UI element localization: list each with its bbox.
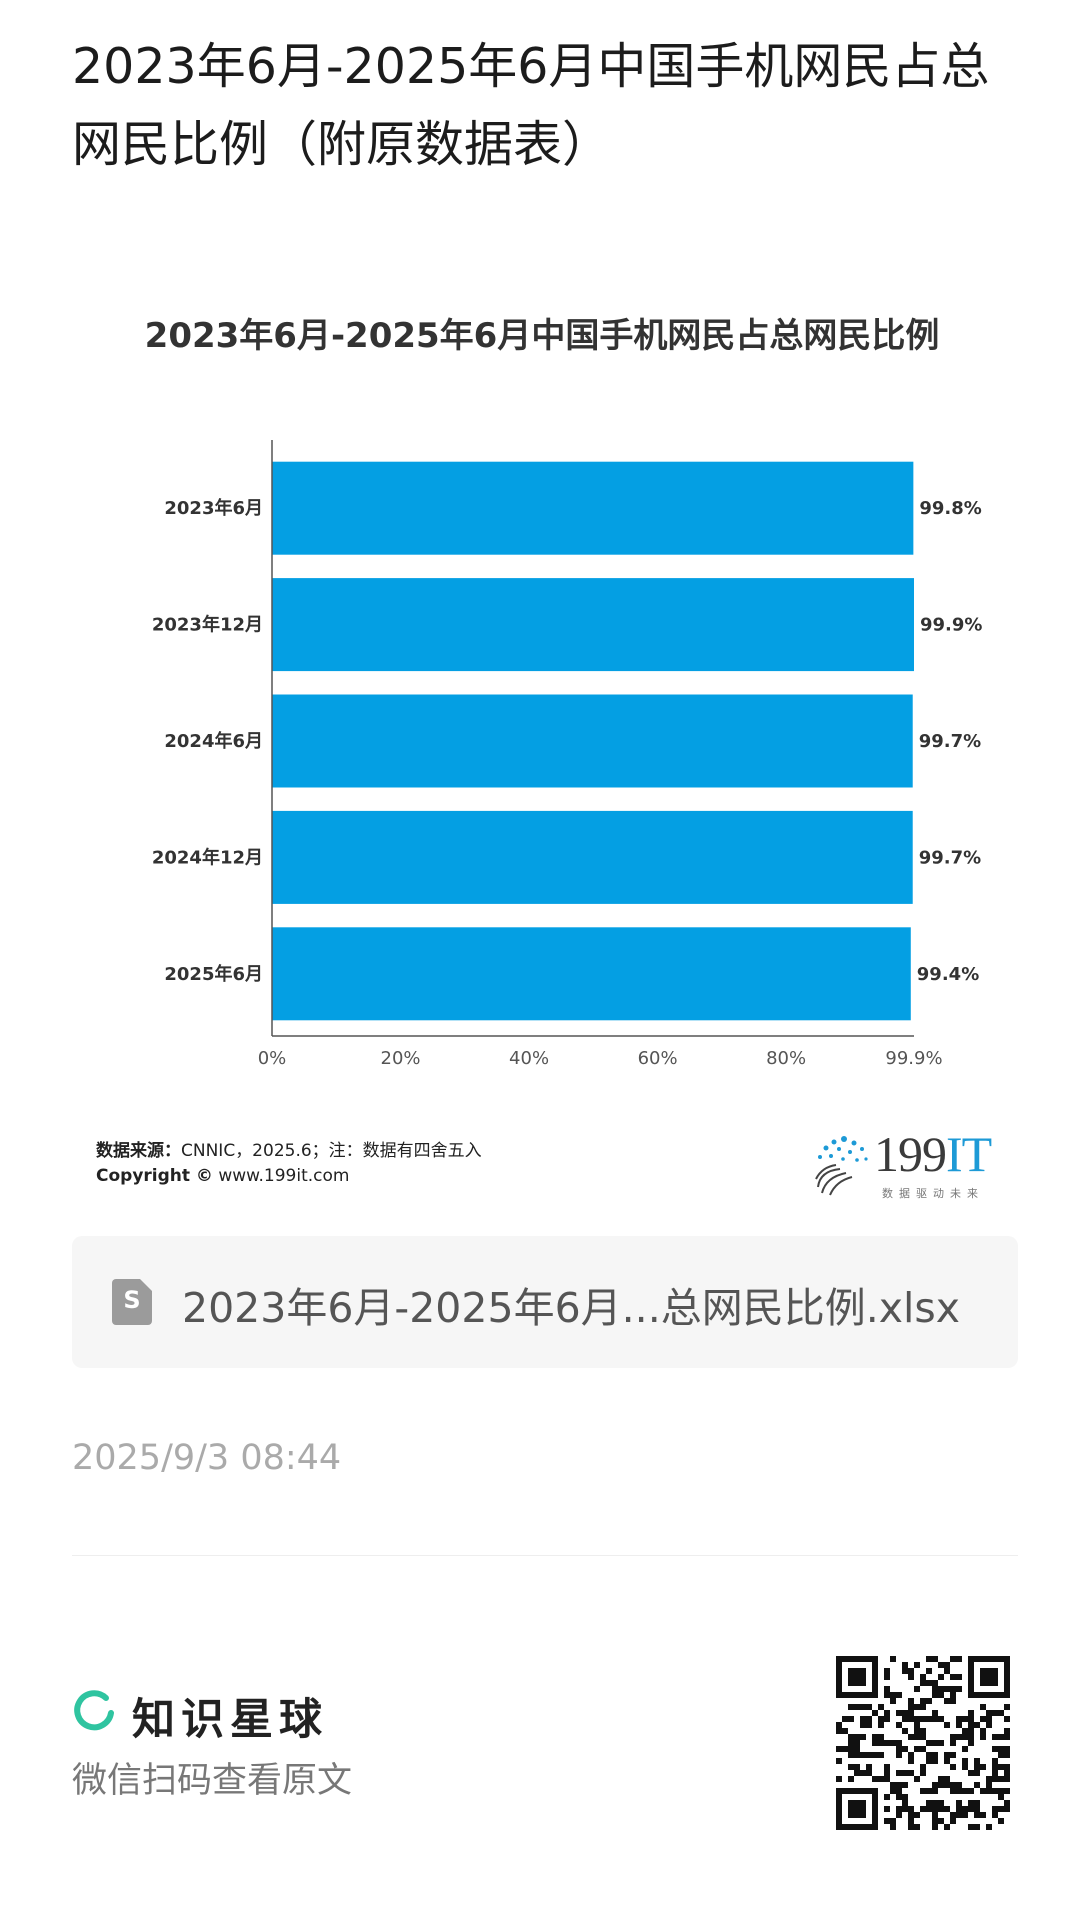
data-label: 99.7% bbox=[919, 847, 981, 868]
data-source: 数据来源：CNNIC，2025.6；注：数据有四舍五入 bbox=[96, 1136, 482, 1161]
bar bbox=[272, 927, 911, 1021]
x-tick-label: 40% bbox=[509, 1048, 549, 1069]
data-source-label: 数据来源： bbox=[96, 1141, 181, 1161]
category-label: 2023年12月 bbox=[152, 614, 263, 636]
spreadsheet-icon: S bbox=[112, 1279, 152, 1325]
bar bbox=[272, 694, 913, 788]
chart-title: 2023年6月-2025年6月中国手机网民占总网民比例 bbox=[144, 316, 940, 356]
qr-code[interactable] bbox=[836, 1656, 1010, 1830]
data-label: 99.9% bbox=[920, 615, 982, 636]
divider bbox=[72, 1555, 1018, 1556]
category-label: 2025年6月 bbox=[164, 963, 263, 985]
bar bbox=[272, 578, 914, 672]
copyright-label: Copyright © bbox=[96, 1166, 213, 1186]
page-title: 2023年6月-2025年6月中国手机网民占总网民比例（附原数据表） bbox=[72, 38, 990, 173]
category-label: 2024年12月 bbox=[152, 846, 263, 868]
199it-logo: 199IT 数据驱动未来 bbox=[810, 1125, 1010, 1205]
category-label: 2024年6月 bbox=[164, 730, 263, 752]
logo-wordmark: 199IT bbox=[874, 1126, 992, 1182]
x-tick-label: 99.9% bbox=[885, 1048, 942, 1069]
post-timestamp: 2025/9/3 08:44 bbox=[72, 1438, 342, 1478]
data-label: 99.8% bbox=[919, 498, 981, 519]
bar bbox=[272, 810, 913, 904]
data-label: 99.4% bbox=[917, 964, 979, 985]
bar-chart: 2023年6月 99.8% 2023年12月 99.9% 2024年6月 99.7% 202… bbox=[152, 440, 982, 1069]
copyright-site: www.199it.com bbox=[218, 1166, 350, 1186]
data-label: 99.7% bbox=[919, 731, 981, 752]
copyright-line: Copyright © www.199it.com bbox=[96, 1166, 349, 1186]
x-tick-label: 20% bbox=[381, 1048, 421, 1069]
dandelion-icon bbox=[815, 1136, 868, 1196]
bar bbox=[272, 461, 914, 555]
x-tick-label: 60% bbox=[638, 1048, 678, 1069]
data-source-text: CNNIC，2025.6；注：数据有四舍五入 bbox=[181, 1141, 482, 1161]
x-tick-label: 80% bbox=[766, 1048, 806, 1069]
chart-image: 2023年6月 99.8% 2023年12月 99.9% 2024年6月 99.7% 202… bbox=[72, 290, 1012, 1210]
attachment-card[interactable]: S 2023年6月-2025年6月...总网民比例.xlsx bbox=[72, 1236, 1018, 1368]
category-label: 2023年6月 bbox=[164, 497, 263, 519]
logo-tagline: 数据驱动未来 bbox=[882, 1187, 984, 1200]
attachment-file-name: 2023年6月-2025年6月...总网民比例.xlsx bbox=[182, 1284, 961, 1332]
x-tick-label: 0% bbox=[258, 1048, 287, 1069]
scan-hint: 微信扫码查看原文 bbox=[72, 1761, 353, 1801]
zsxq-logo-icon bbox=[74, 1690, 114, 1731]
brand-name: 知识星球 bbox=[132, 1695, 328, 1745]
